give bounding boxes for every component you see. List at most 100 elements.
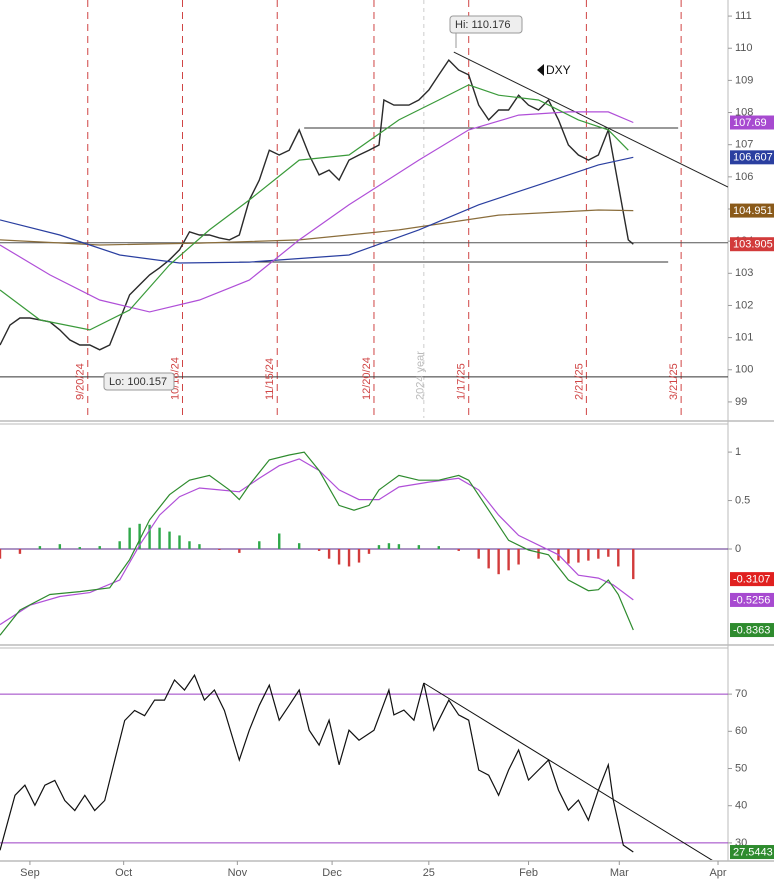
plot-area [0, 451, 728, 636]
last-value-box [730, 237, 774, 252]
last-value-label: -0.3107 [733, 574, 770, 586]
histogram-bar [457, 549, 460, 551]
histogram-bar [118, 541, 121, 550]
plot-area [0, 673, 728, 860]
histogram-bar [188, 541, 191, 550]
histogram-bar [327, 549, 331, 559]
histogram-bar [397, 544, 401, 550]
series-line [0, 458, 634, 626]
histogram-bar [567, 549, 570, 564]
last-value-box [730, 203, 774, 218]
y-tick-label: 110 [735, 42, 753, 54]
x-tick-label: Nov [228, 867, 248, 879]
y-tick-label: 70 [735, 688, 747, 700]
histogram-bar [487, 549, 490, 569]
histogram-bar [58, 544, 62, 550]
histogram-bar [38, 546, 42, 550]
last-value-box [730, 572, 774, 587]
x-tick-label: Mar [610, 867, 629, 879]
histogram-bar [258, 541, 261, 550]
y-tick-label: 106 [735, 171, 753, 183]
series-line [0, 84, 629, 331]
plot-area [0, 0, 728, 418]
series-line [0, 673, 634, 853]
annotation: Lo: 100.157 [109, 376, 167, 388]
last-value-box [730, 115, 774, 130]
histogram-bar [218, 549, 221, 550]
y-tick-label: 1 [735, 446, 741, 458]
histogram-bar [617, 549, 620, 567]
date-label: 9/20/24 [75, 363, 87, 400]
histogram-bar [138, 523, 141, 550]
histogram-bar [587, 549, 590, 561]
y-tick-label: 108 [735, 106, 753, 118]
y-tick-label: 40 [735, 800, 747, 812]
series-line [0, 209, 634, 246]
annotation-box [103, 372, 175, 391]
series-line [0, 59, 634, 351]
histogram-bar [0, 549, 2, 559]
histogram-bar [387, 543, 391, 550]
histogram-bar [238, 549, 241, 553]
series-line [0, 156, 634, 264]
y-tick-label: 100 [735, 364, 753, 376]
histogram-bar [148, 524, 151, 550]
last-value-label: -0.5256 [733, 594, 770, 606]
date-label: 3/21/25 [668, 363, 680, 400]
year-label: 2024 year [415, 351, 427, 400]
histogram-bar [337, 549, 341, 565]
histogram-bar [607, 549, 610, 557]
histogram-bar [128, 527, 131, 550]
date-label: 2/21/25 [573, 363, 585, 400]
histogram-bar [357, 549, 361, 563]
annotation-box [449, 15, 523, 34]
trend-line [453, 51, 728, 188]
x-tick-label: Apr [709, 867, 726, 879]
date-label: 11/15/24 [264, 358, 276, 400]
x-tick-label: Feb [519, 867, 538, 879]
y-tick-label: 0.5 [735, 494, 750, 506]
histogram-bar [278, 533, 281, 550]
x-tick-label: 25 [423, 867, 435, 879]
trend-line [423, 682, 713, 860]
x-tick-label: Oct [115, 867, 132, 879]
histogram-bar [317, 549, 321, 551]
x-tick-label: Sep [20, 867, 40, 879]
histogram-bar [377, 545, 381, 550]
y-tick-label: 107 [735, 139, 753, 151]
date-label: 12/20/24 [361, 357, 373, 400]
last-value-label: -0.8363 [733, 624, 770, 636]
last-value-label: 107.69 [733, 117, 767, 129]
histogram-bar [497, 549, 500, 575]
last-value-label: 104.951 [733, 205, 773, 217]
y-tick-label: 50 [735, 762, 747, 774]
histogram-bar [367, 549, 371, 554]
y-tick-label: 111 [735, 10, 752, 22]
histogram-bar [297, 543, 301, 550]
histogram-bar [417, 545, 421, 550]
last-value-label: 106.607 [733, 152, 773, 164]
series-line [0, 451, 634, 636]
histogram-bar [158, 527, 161, 550]
last-value-box [730, 845, 774, 860]
series-line [0, 111, 634, 313]
histogram-bar [507, 549, 510, 571]
histogram-bar [178, 535, 181, 550]
histogram-bar [437, 546, 440, 550]
last-value-label: 103.905 [733, 239, 773, 251]
histogram-bar [98, 546, 101, 550]
last-value-label: 27.5443 [733, 846, 773, 858]
y-tick-label: 109 [735, 74, 753, 86]
histogram-bar [597, 549, 600, 559]
y-tick-label: 102 [735, 299, 753, 311]
histogram-bar [477, 549, 480, 559]
x-tick-label: Dec [322, 867, 342, 879]
last-value-box [730, 150, 774, 165]
histogram-bar [577, 549, 580, 563]
date-label: 1/17/25 [456, 363, 468, 400]
y-tick-label: 101 [735, 332, 753, 344]
last-value-box [730, 623, 774, 638]
y-tick-label: 60 [735, 725, 747, 737]
